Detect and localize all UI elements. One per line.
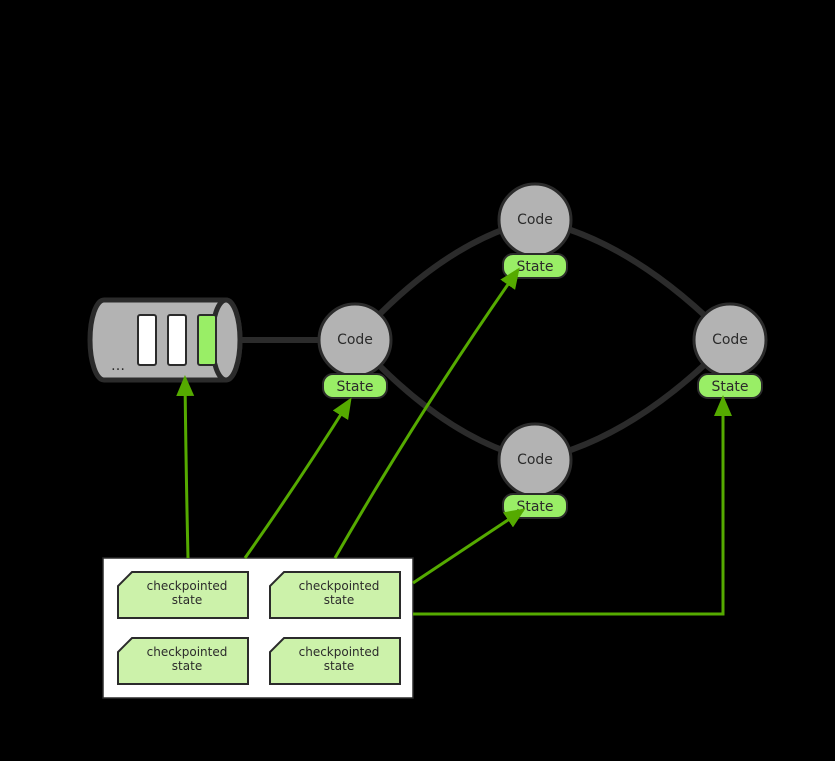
state-label: State — [516, 259, 553, 275]
svg-text:state: state — [172, 593, 202, 607]
checkpoint-storage: checkpointedstatecheckpointedstatecheckp… — [103, 558, 413, 698]
data-source-cylinder: … — [90, 300, 240, 380]
state-label: State — [336, 379, 373, 395]
svg-text:checkpointed: checkpointed — [299, 579, 380, 593]
operator-node: Code State — [694, 304, 766, 398]
diagram-canvas: … Code State Code State Code State Code State che… — [0, 0, 835, 761]
code-label: Code — [517, 452, 553, 468]
svg-text:checkpointed: checkpointed — [147, 579, 228, 593]
code-label: Code — [517, 212, 553, 228]
svg-text:checkpointed: checkpointed — [147, 645, 228, 659]
svg-text:checkpointed: checkpointed — [299, 645, 380, 659]
source-slot — [138, 315, 156, 365]
operator-node: Code State — [499, 424, 571, 518]
restore-arrow — [245, 400, 350, 558]
edge-layer — [240, 220, 730, 460]
svg-text:state: state — [324, 659, 354, 673]
svg-text:state: state — [172, 659, 202, 673]
code-label: Code — [712, 332, 748, 348]
code-label: Code — [337, 332, 373, 348]
svg-text:state: state — [324, 593, 354, 607]
restore-arrow — [413, 510, 523, 583]
svg-text:…: … — [111, 358, 125, 374]
source-slot — [168, 315, 186, 365]
state-label: State — [711, 379, 748, 395]
state-label: State — [516, 499, 553, 515]
operator-node: Code State — [499, 184, 571, 278]
source-slot — [198, 315, 216, 365]
operator-node: Code State — [319, 304, 391, 398]
restore-arrow — [185, 378, 188, 558]
